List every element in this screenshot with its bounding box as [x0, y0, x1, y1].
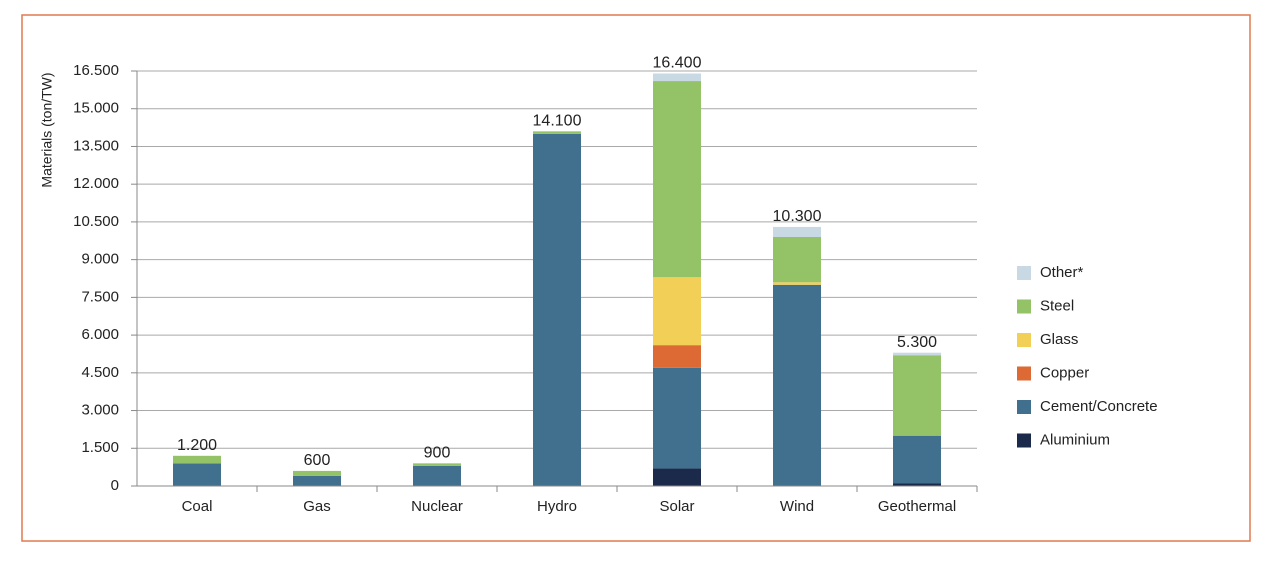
bar-segment	[893, 435, 941, 484]
x-tick-label: Nuclear	[411, 498, 463, 515]
y-tick-label: 9.000	[81, 251, 119, 268]
bar-segment	[773, 282, 821, 285]
y-tick-label: 7.500	[81, 288, 119, 305]
y-tick-label: 0	[111, 477, 119, 494]
y-tick-label: 16.500	[73, 62, 119, 79]
bar-segment	[893, 483, 941, 486]
total-label: 10.300	[773, 208, 822, 225]
x-tick-label: Gas	[303, 498, 331, 515]
y-tick-label: 1.500	[81, 439, 119, 456]
bar-segment	[773, 237, 821, 283]
total-label: 600	[304, 452, 331, 469]
bar-segment	[173, 463, 221, 486]
legend-swatch	[1017, 333, 1031, 347]
y-tick-label: 10.500	[73, 213, 119, 230]
bar-segment	[533, 131, 581, 134]
x-tick-label: Wind	[780, 498, 814, 515]
bar-segment	[893, 355, 941, 436]
legend-swatch	[1017, 433, 1031, 448]
y-tick-label: 3.000	[81, 402, 119, 419]
legend-label: Steel	[1040, 297, 1074, 314]
y-tick-label: 4.500	[81, 364, 119, 381]
legend-swatch	[1017, 366, 1031, 381]
bar-segment	[293, 470, 341, 476]
bar-segment	[653, 73, 701, 82]
y-tick-label: 12.000	[73, 175, 119, 192]
legend-label: Copper	[1040, 364, 1089, 381]
legend-swatch	[1017, 299, 1031, 314]
legend-label: Other*	[1040, 264, 1084, 281]
y-axis-label: Materials (ton/TW)	[39, 72, 55, 187]
legend-label: Glass	[1040, 331, 1078, 348]
bar-segment	[533, 133, 581, 486]
bar-segment	[653, 468, 701, 486]
total-label: 5.300	[897, 334, 937, 351]
x-tick-label: Geothermal	[878, 498, 956, 515]
bar-segment	[773, 284, 821, 486]
bar-segment	[653, 367, 701, 469]
bar-segment	[293, 475, 341, 486]
bar-segment	[893, 352, 941, 356]
legend-label: Cement/Concrete	[1040, 398, 1158, 415]
legend-swatch	[1017, 400, 1031, 414]
x-tick-label: Hydro	[537, 498, 577, 515]
bar-segment	[173, 455, 221, 464]
total-label: 1.200	[177, 437, 217, 454]
bar-segment	[413, 463, 461, 466]
total-label: 14.100	[533, 113, 582, 130]
bar-segment	[653, 277, 701, 346]
y-tick-label: 15.000	[73, 100, 119, 117]
y-tick-label: 13.500	[73, 137, 119, 154]
bar-segment	[653, 345, 701, 368]
y-tick-label: 6.000	[81, 326, 119, 343]
bar-segment	[773, 226, 821, 237]
legend-swatch	[1017, 266, 1031, 280]
bar-segment	[653, 81, 701, 278]
x-tick-label: Coal	[182, 498, 213, 515]
legend-label: Aluminium	[1040, 431, 1110, 448]
total-label: 16.400	[653, 55, 702, 72]
x-tick-label: Solar	[659, 498, 694, 515]
total-label: 900	[424, 445, 451, 462]
frame	[21, 14, 1251, 542]
bar-segment	[413, 465, 461, 486]
